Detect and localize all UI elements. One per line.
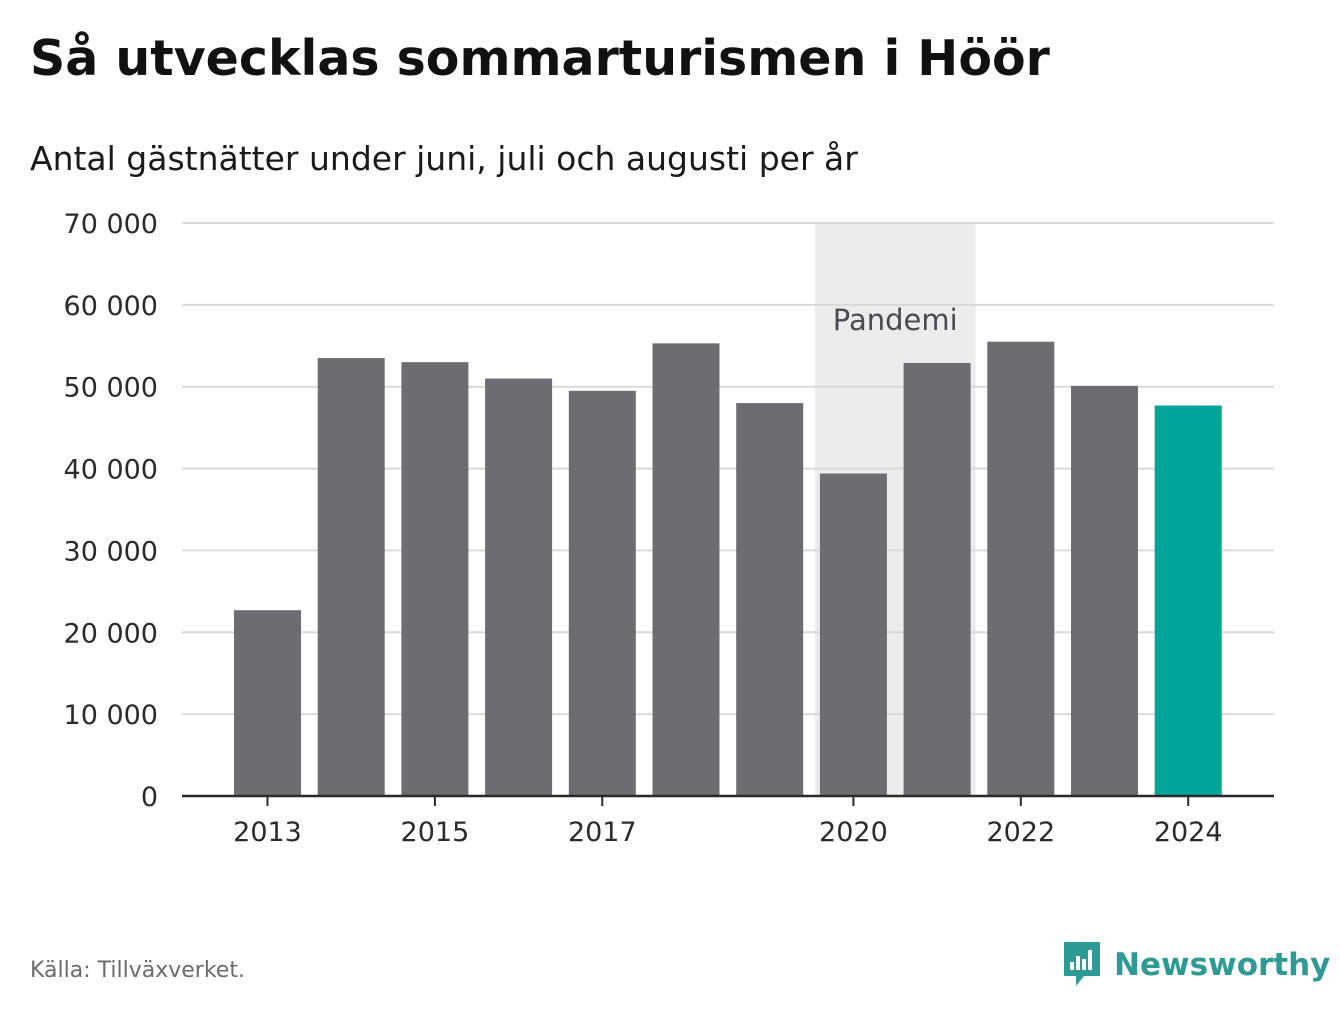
bars [234, 341, 1222, 796]
bar-2013 [234, 610, 301, 796]
chart-subtitle: Antal gästnätter under juni, juli och au… [30, 139, 858, 178]
bar-2022 [987, 341, 1055, 796]
x-tick-label: 2022 [986, 817, 1055, 848]
y-tick-label: 30 000 [64, 536, 158, 567]
bar-2016 [485, 378, 553, 796]
x-tick-label: 2015 [401, 817, 470, 848]
bar-2017 [568, 390, 636, 796]
bar-chart: 0 10 000 20 000 30 000 40 000 50 000 60 000 70 … [64, 209, 1274, 848]
bar-2014 [317, 358, 385, 796]
pandemic-label: Pandemi [833, 303, 958, 337]
y-axis-tick-labels: 0 10 000 20 000 30 000 40 000 50 000 60 000 70 … [64, 209, 158, 813]
x-tick-label: 2013 [233, 817, 302, 848]
bar-2020 [819, 473, 887, 796]
y-tick-label: 70 000 [64, 209, 158, 240]
y-tick-label: 0 [141, 782, 158, 813]
chart-title: Så utvecklas sommarturismen i Höör [30, 30, 1050, 87]
y-tick-label: 50 000 [64, 373, 158, 404]
y-tick-label: 10 000 [64, 700, 158, 731]
x-tick-label: 2017 [568, 817, 637, 848]
brand-name: Newsworthy [1114, 947, 1331, 983]
bar-2019 [736, 403, 804, 796]
annotations: Pandemi [833, 303, 958, 337]
x-axis-tick-labels: 2013 2015 2017 2020 2022 2024 [233, 817, 1222, 848]
y-tick-label: 20 000 [64, 618, 158, 649]
bar-2024 [1154, 405, 1222, 796]
bar-2018 [652, 343, 720, 796]
x-tick-label: 2024 [1154, 817, 1223, 848]
newsworthy-logo-icon [1064, 942, 1100, 986]
y-tick-label: 60 000 [64, 291, 158, 322]
x-axis [182, 794, 1274, 806]
bar-2021 [903, 362, 971, 796]
brand-logo[interactable]: Newsworthy [1062, 940, 1330, 990]
y-tick-label: 40 000 [64, 455, 158, 486]
x-tick-label: 2020 [819, 817, 888, 848]
bar-2015 [401, 362, 469, 796]
source-note: Källa: Tillväxverket. [30, 958, 245, 983]
bar-2023 [1071, 385, 1138, 796]
